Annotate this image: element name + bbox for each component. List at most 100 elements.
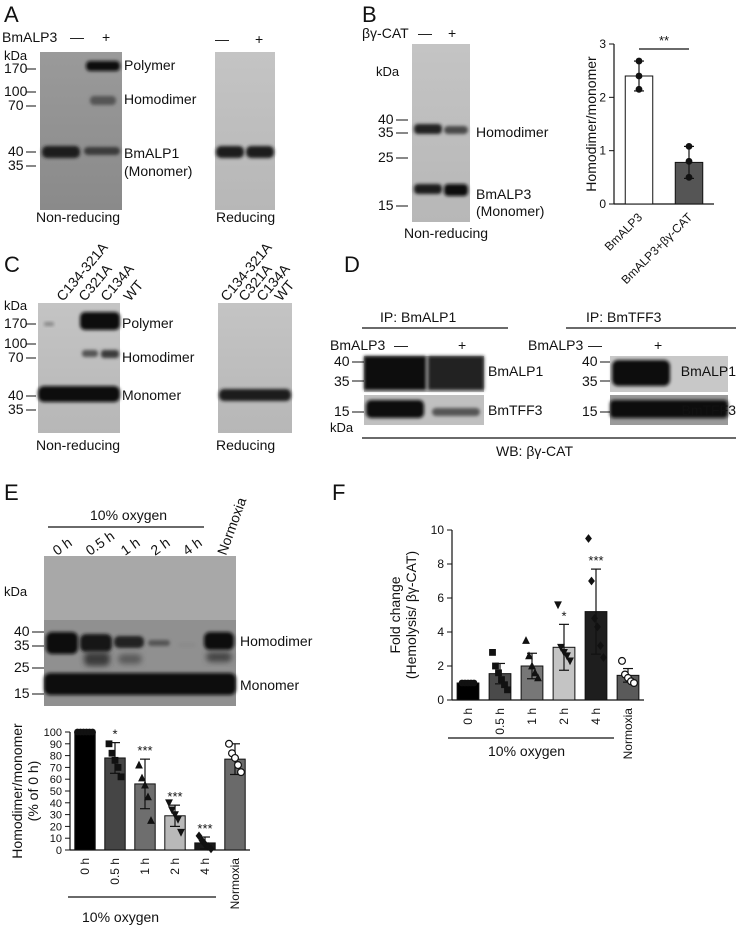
band [84,147,120,155]
panel-a-plus-reducing: + [255,31,263,47]
data-point [629,678,638,687]
panel-a-homodimer: Homodimer [124,91,197,107]
panel-d-marker-35: 35 [334,373,350,389]
panel-d-plus-right: + [654,337,662,353]
data-point [635,85,643,93]
panel-a-polymer: Polymer [124,57,176,73]
band [148,640,170,646]
y-tick-label: 80 [50,751,62,763]
band [178,643,196,647]
band [204,632,234,650]
band [82,350,98,357]
data-point [141,780,149,789]
y-tick-label: 100 [44,727,62,739]
panel-d-kda: kDa [330,420,354,435]
y-tick-label: 0 [599,197,606,211]
x-tick-label: Normoxia [228,858,242,910]
panel-c-kda: kDa [4,298,28,313]
data-point [501,681,508,689]
panel-e-lane-3: 1 h [118,534,143,558]
panel-c-marker-100: 100 [4,335,28,351]
band [42,146,80,158]
panel-e-lane-6: Normoxia [214,495,250,557]
band [414,124,442,134]
panel-a-marker-70: 70 [8,97,24,113]
y-axis-label: (Hemolysis/ βγ-CAT) [403,551,419,679]
data-point [489,649,496,656]
panel-b-chart: 0123BmALP3BmALP3+βγ-CATHomodimer/monomer… [583,33,714,287]
data-point [591,614,598,623]
x-tick-label: 2 h [168,858,182,875]
x-tick-label: 4 h [589,708,603,725]
data-point [225,739,234,748]
y-tick-label: 60 [50,774,62,786]
data-point [135,760,143,769]
data-point [685,143,693,150]
data-point [108,749,116,757]
data-point [563,652,571,661]
significance-mark: *** [197,821,212,836]
panel-d-bmalp1-left: BmALP1 [488,363,543,379]
y-tick-label: 10 [50,833,62,845]
band [38,386,120,402]
y-tick-label: 20 [50,821,62,833]
panel-a-caption-nonreducing: Non-reducing [36,209,120,225]
data-point [174,815,182,824]
y-tick-label: 10 [431,523,445,537]
data-point [470,679,478,687]
significance-mark: * [112,727,117,742]
bar [74,731,96,851]
panel-f-chart: 0 2 4 6 8 10 0 h 0.5 h 1 h * 2 h *** 4 h Normoxia Fold… [387,523,644,759]
panel-d-label: D [344,252,360,277]
x-tick-label: 1 h [138,858,152,875]
band [86,61,120,71]
band [90,96,116,105]
data-point [117,773,125,781]
panel-a: A BmALP3 — + — + kDa 170 100 70 40 35 Po… [2,2,275,225]
band [80,312,120,330]
y-tick-label: 40 [50,798,62,810]
panel-d-bmtff3-left: BmTFF3 [488,402,543,418]
panel-a-marker-170: 170 [4,60,28,76]
data-point [566,657,574,666]
y-axis-label: Fold change [387,576,403,653]
data-point [89,728,96,736]
data-point [504,686,511,694]
panel-b-treatment: βγ-CAT [362,25,409,41]
data-point [600,653,607,662]
panel-e-lane-2: 0.5 h [83,527,118,558]
band [364,356,426,390]
data-point [534,673,542,682]
band [428,356,484,390]
y-tick-label: 1 [599,144,606,158]
panel-e-label: E [4,480,19,505]
x-tick-label: 4 h [198,858,212,875]
panel-c-homodimer: Homodimer [122,349,195,365]
band [44,673,236,695]
y-axis-label: (% of 0 h) [25,761,41,822]
data-point [177,828,185,837]
data-point [597,641,604,650]
panel-d-r-marker-40: 40 [582,353,598,369]
y-tick-label: 2 [437,659,444,673]
panel-c-polymer: Polymer [122,315,174,331]
band [432,408,480,416]
significance-mark: *** [167,789,182,804]
data-point [617,656,626,665]
band [114,636,144,648]
panel-b: B βγ-CAT — + kDa 40 35 25 15 Homodimer B… [362,2,549,241]
x-tick-label: 0.5 h [493,708,507,735]
x-tick-label: 1 h [525,708,539,725]
band [444,126,468,134]
y-tick-label: 90 [50,739,62,751]
y-tick-label: 70 [50,762,62,774]
panel-a-label: A [4,2,19,27]
panel-c-marker-35: 35 [8,401,24,417]
panel-a-marker-40: 40 [8,143,24,159]
data-point [594,622,601,632]
panel-d-r-marker-35: 35 [582,373,598,389]
panel-f: F [332,480,345,505]
panel-e-homodimer: Homodimer [240,633,313,649]
data-point [528,661,536,670]
